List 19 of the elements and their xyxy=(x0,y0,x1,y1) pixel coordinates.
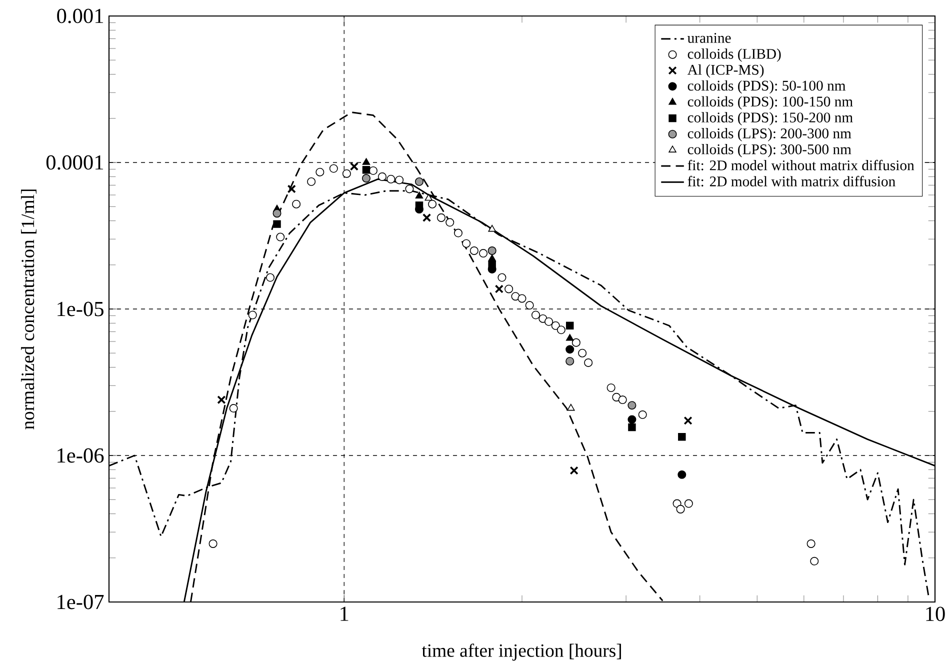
legend-label: colloids (PDS): 150-200 nm xyxy=(688,112,853,126)
legend-label: fit: 2D model without matrix diffusion xyxy=(688,160,914,170)
y-tick-label: 0.001 xyxy=(57,8,104,24)
y-tick-label: 0.0001 xyxy=(46,155,104,170)
legend-label: uranine xyxy=(687,33,731,43)
y-tick-label: 1e-06 xyxy=(58,448,104,463)
legend-label: fit: 2D model with matrix diffusion xyxy=(688,176,896,186)
y-tick-label: 1e-05 xyxy=(58,302,104,316)
y-tick-label: 1e-07 xyxy=(58,594,104,610)
legend-label: colloids (LPS): 300-500 nm xyxy=(688,144,852,158)
x-axis-title: time after injection [hours] xyxy=(422,644,621,661)
x-tick-label: 10 xyxy=(926,606,945,622)
x-tick-label: 1 xyxy=(340,606,348,621)
legend-label: colloids (LIBD) xyxy=(688,48,781,62)
legend-label: colloids (PDS): 100-150 nm xyxy=(688,96,853,110)
legend-label: colloids (PDS): 50-100 nm xyxy=(688,80,846,94)
y-axis-title: normalized concentration [1/ml] xyxy=(21,190,36,430)
legend-label: Al (ICP-MS) xyxy=(687,64,764,78)
legend-label: colloids (LPS): 200-300 nm xyxy=(688,128,852,142)
